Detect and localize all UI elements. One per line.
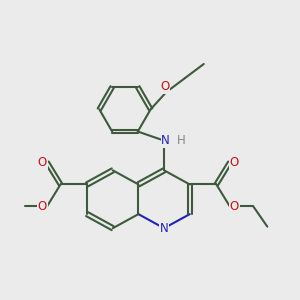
Text: O: O <box>230 200 239 213</box>
Text: H: H <box>177 134 186 147</box>
Text: N: N <box>161 134 170 147</box>
Text: O: O <box>38 200 47 213</box>
Text: O: O <box>38 156 47 169</box>
Text: O: O <box>230 156 239 169</box>
Text: N: N <box>160 222 169 235</box>
Text: O: O <box>160 80 169 93</box>
